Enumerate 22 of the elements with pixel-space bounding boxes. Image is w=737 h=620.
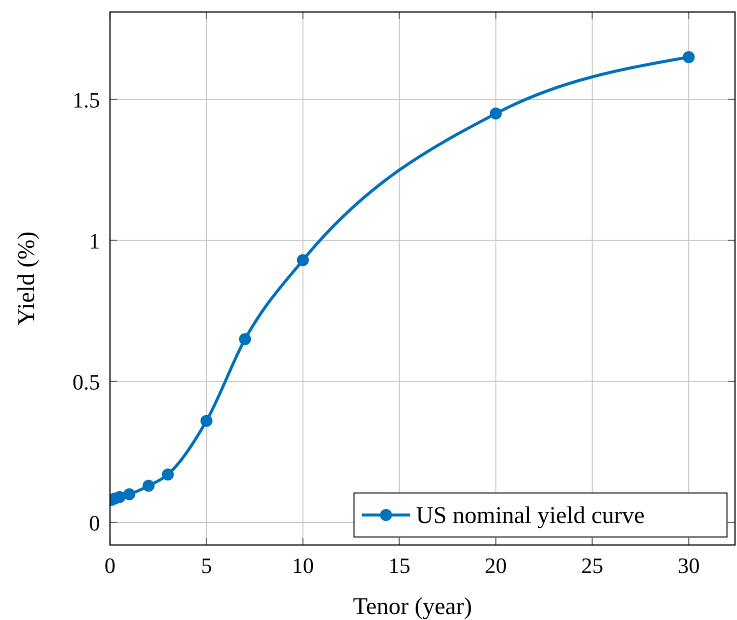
y-tick-label: 1 — [89, 228, 100, 254]
legend-label: US nominal yield curve — [416, 503, 645, 529]
x-tick-label: 20 — [484, 553, 507, 578]
point — [123, 488, 136, 500]
x-tick-label: 0 — [104, 553, 116, 578]
y-tick-label: 0 — [89, 510, 100, 536]
x-tick-label: 25 — [581, 553, 604, 578]
y-axis-title: Yield (%) — [14, 232, 40, 326]
point — [142, 480, 155, 492]
x-axis-title: Tenor (year) — [353, 594, 472, 620]
y-tick-label: 1.5 — [72, 87, 100, 112]
point — [239, 333, 252, 346]
x-tick-label: 30 — [678, 553, 700, 578]
point — [490, 108, 502, 120]
point — [296, 254, 309, 266]
x-tick-label: 5 — [200, 553, 212, 578]
x-tick-label: 10 — [292, 553, 314, 578]
point — [200, 414, 212, 427]
x-tick-label: 15 — [388, 553, 410, 578]
y-tick-label: 0.5 — [72, 369, 100, 394]
point — [162, 468, 174, 480]
point — [682, 51, 695, 64]
